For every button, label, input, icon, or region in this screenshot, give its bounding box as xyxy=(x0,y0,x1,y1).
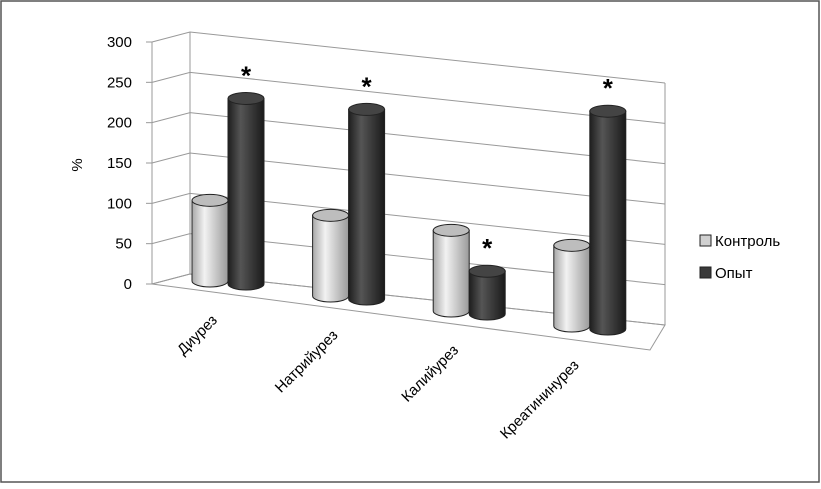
bar xyxy=(191,199,229,288)
annotation: * xyxy=(603,73,614,103)
annotation: * xyxy=(241,60,252,90)
legend-swatch xyxy=(699,266,712,279)
bar-top xyxy=(227,91,265,105)
y-axis-label: % xyxy=(69,158,86,171)
legend-swatch xyxy=(699,234,712,247)
bar xyxy=(553,244,591,333)
bar xyxy=(348,108,386,306)
grid-line xyxy=(151,31,666,84)
bar-top xyxy=(312,208,350,222)
y-tick-label: 100 xyxy=(107,195,132,212)
bar-top xyxy=(432,223,470,237)
grid-line xyxy=(151,112,666,165)
y-tick-label: 200 xyxy=(107,115,132,132)
bar-top xyxy=(348,102,386,116)
x-tick-label: Диурез xyxy=(174,312,221,359)
y-tick-label: 150 xyxy=(107,155,132,172)
grid-line xyxy=(151,233,666,286)
x-tick-label: Натрийурез xyxy=(272,327,342,397)
grid-line xyxy=(151,192,666,245)
annotation: * xyxy=(482,233,493,263)
y-tick-label: 300 xyxy=(107,34,132,51)
y-tick-label: 250 xyxy=(107,74,132,91)
annotation: * xyxy=(362,71,373,101)
y-tick-label: 50 xyxy=(115,236,132,253)
grid-line xyxy=(151,273,666,326)
y-tick-label: 0 xyxy=(124,276,132,293)
bar xyxy=(312,214,350,303)
bar-top xyxy=(553,238,591,252)
bar-top xyxy=(589,104,627,118)
x-tick-label: Калийурез xyxy=(398,342,462,406)
legend-label: Контроль xyxy=(715,233,780,250)
bar xyxy=(468,270,506,321)
bar-top xyxy=(468,264,506,278)
bar xyxy=(227,97,265,291)
grid-line xyxy=(151,152,666,205)
x-tick-label: Креатининурез xyxy=(497,357,583,443)
bar-top xyxy=(191,193,229,207)
legend-label: Опыт xyxy=(715,265,753,282)
bar xyxy=(589,110,627,336)
grid-line xyxy=(151,71,666,124)
bar xyxy=(432,229,470,318)
